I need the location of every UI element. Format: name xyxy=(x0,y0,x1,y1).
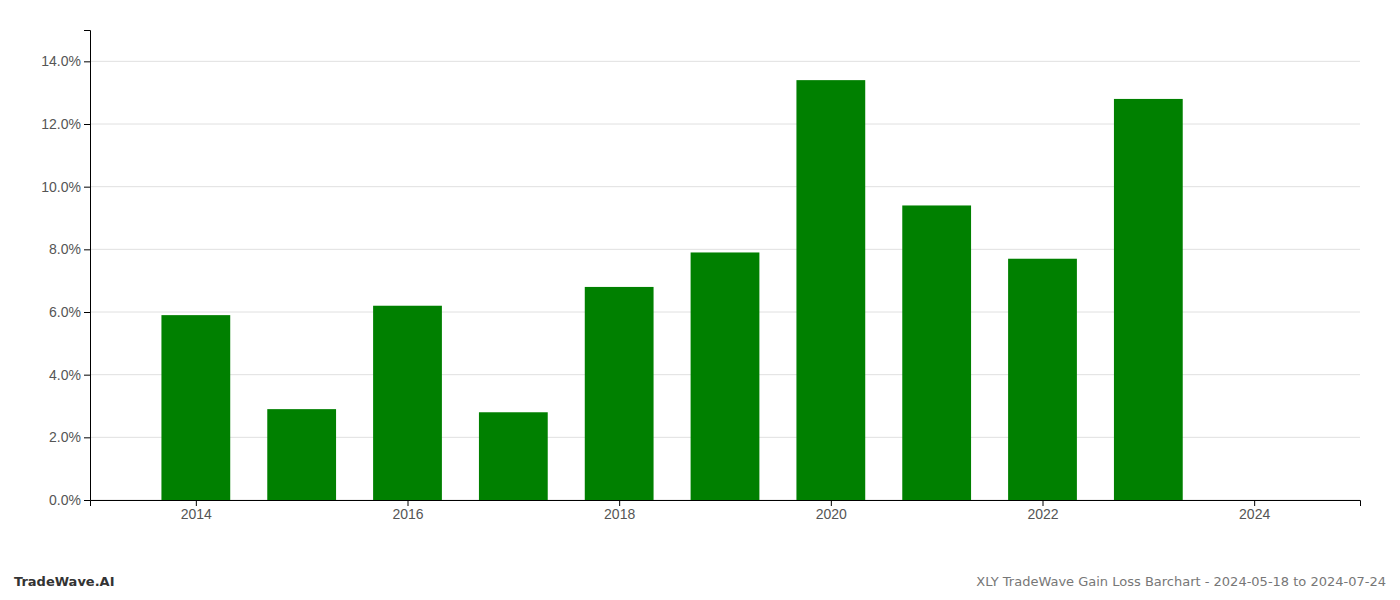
y-tick-mark xyxy=(84,437,90,438)
y-tick: 4.0% xyxy=(49,367,90,383)
plot-area xyxy=(161,80,1182,500)
y-tick-label: 12.0% xyxy=(41,116,81,132)
x-tick: 2022 xyxy=(1027,500,1058,522)
y-tick-label: 2.0% xyxy=(49,429,81,445)
y-tick-label: 8.0% xyxy=(49,241,81,257)
x-tick-label: 2018 xyxy=(604,506,635,522)
y-tick-mark xyxy=(84,312,90,313)
grid-line xyxy=(90,61,1360,62)
bar xyxy=(161,315,230,500)
footer-left: TradeWave.AI xyxy=(14,574,115,589)
footer-right: XLY TradeWave Gain Loss Barchart - 2024-… xyxy=(976,574,1386,589)
y-tick-mark xyxy=(84,124,90,125)
x-axis-line xyxy=(91,501,1361,507)
x-tick-label: 2020 xyxy=(816,506,847,522)
x-axis: 2014 2016 2018 2020 2022 2024 xyxy=(91,500,1361,522)
grid xyxy=(90,61,1360,500)
y-tick-label: 4.0% xyxy=(49,367,81,383)
bar xyxy=(479,412,548,500)
y-tick-label: 14.0% xyxy=(41,53,81,69)
y-tick-mark xyxy=(84,187,90,188)
bar xyxy=(691,252,760,500)
bar xyxy=(1114,99,1183,500)
bar xyxy=(1008,259,1077,500)
y-tick: 10.0% xyxy=(41,179,90,195)
bar xyxy=(902,205,971,500)
y-tick: 8.0% xyxy=(49,241,90,257)
y-tick: 2.0% xyxy=(49,429,90,445)
y-tick-label: 10.0% xyxy=(41,179,81,195)
y-tick-label: 0.0% xyxy=(49,492,81,508)
x-tick-label: 2016 xyxy=(392,506,423,522)
x-tick: 2016 xyxy=(392,500,423,522)
y-tick-mark xyxy=(84,249,90,250)
bar xyxy=(796,80,865,500)
y-axis-line xyxy=(84,31,91,501)
bar xyxy=(585,287,654,500)
x-tick: 2018 xyxy=(604,500,635,522)
bar xyxy=(373,306,442,500)
y-tick-mark xyxy=(84,375,90,376)
y-tick: 12.0% xyxy=(41,116,90,132)
chart: 0.0%2.0%4.0%6.0%8.0%10.0%12.0%14.0%20142… xyxy=(0,0,1400,600)
x-tick: 2024 xyxy=(1239,500,1270,522)
y-tick-label: 6.0% xyxy=(49,304,81,320)
x-tick: 2020 xyxy=(816,500,847,522)
y-tick-mark xyxy=(84,61,90,62)
y-axis: 0.0% 2.0% 4.0% 6.0% 8.0% 10.0% 12.0% 14.0% xyxy=(41,31,90,508)
x-tick: 2014 xyxy=(181,500,212,522)
x-tick-label: 2022 xyxy=(1027,506,1058,522)
x-tick-label: 2014 xyxy=(181,506,212,522)
y-tick: 0.0% xyxy=(49,492,90,508)
x-tick-label: 2024 xyxy=(1239,506,1270,522)
y-tick: 14.0% xyxy=(41,53,90,69)
bar xyxy=(267,409,336,500)
y-tick-mark xyxy=(84,500,90,501)
y-tick: 6.0% xyxy=(49,304,90,320)
